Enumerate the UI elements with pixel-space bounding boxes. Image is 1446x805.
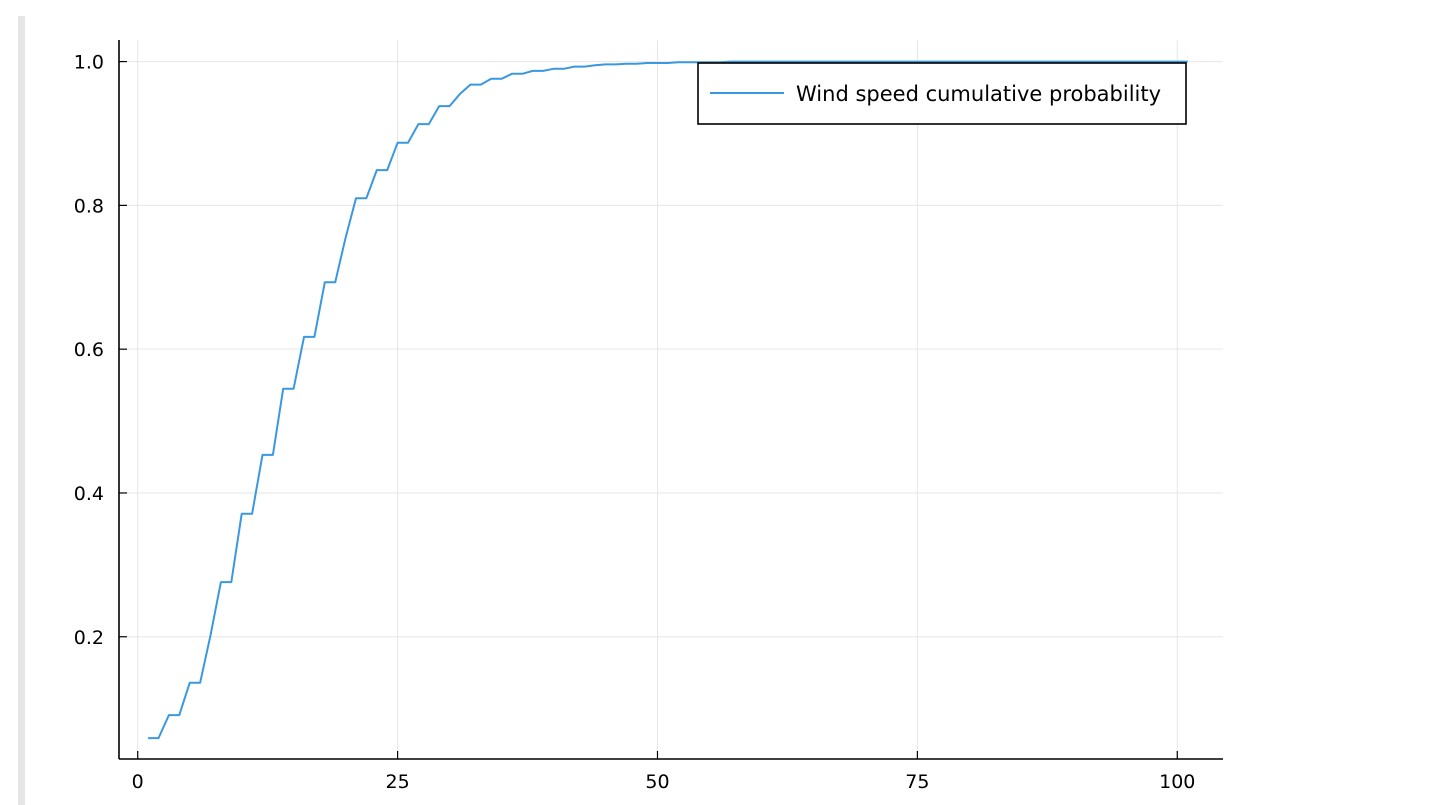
series-group: [148, 60, 1188, 740]
series-line: [148, 60, 1188, 740]
x-tick-label: 100: [1159, 771, 1195, 793]
x-tick-label: 25: [386, 771, 410, 793]
legend: Wind speed cumulative probability: [697, 62, 1187, 125]
y-ticks: 0.2 0.4 0.6 0.8 1.0: [74, 52, 127, 649]
axes: [118, 40, 1223, 760]
x-tick-label: 0: [132, 771, 144, 793]
y-tick-label: 0.8: [74, 195, 104, 217]
x-tick-label: 50: [645, 771, 669, 793]
x-tick-label: 75: [905, 771, 929, 793]
grid-lines: [119, 40, 1223, 759]
y-tick-label: 1.0: [74, 52, 104, 74]
legend-label: Wind speed cumulative probability: [796, 82, 1161, 106]
y-tick-label: 0.4: [74, 483, 104, 505]
left-edge-bar: [18, 16, 25, 805]
x-ticks: 0 25 50 75 100: [132, 751, 1195, 793]
y-tick-label: 0.6: [74, 339, 104, 361]
y-tick-label: 0.2: [74, 627, 104, 649]
